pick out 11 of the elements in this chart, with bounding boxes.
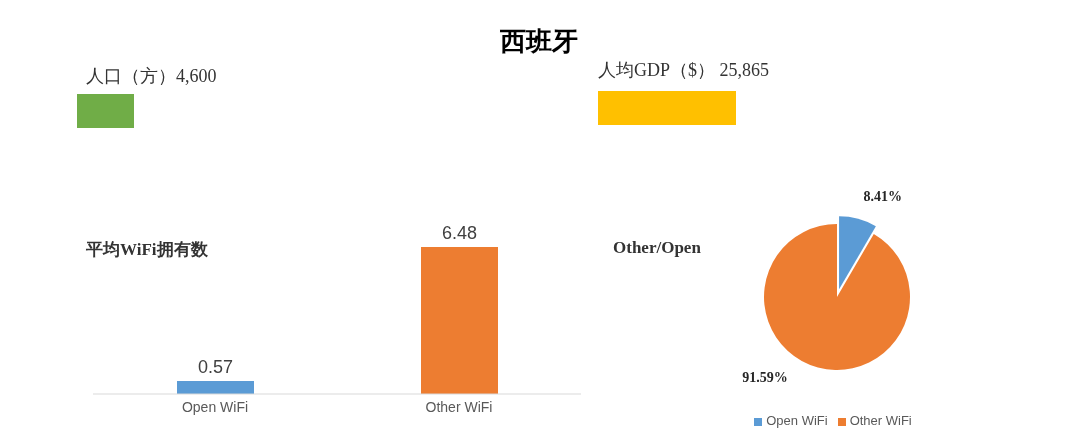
text: 人口（方）4,600	[86, 65, 217, 88]
text: 西班牙	[499, 26, 579, 58]
legend-label: Open WiFi	[766, 413, 828, 428]
text: Other/Open	[613, 238, 701, 258]
data-label: 6.48	[441, 223, 478, 243]
data-label: 91.59%	[742, 369, 788, 385]
data-label: 0.57	[197, 357, 234, 378]
legend-label: Other WiFi	[849, 413, 912, 428]
chart-title: 平均WiFi拥有数	[86, 239, 208, 261]
data-label: 8.41%	[863, 188, 903, 204]
text: 人均GDP（$） 25,865	[598, 59, 770, 82]
